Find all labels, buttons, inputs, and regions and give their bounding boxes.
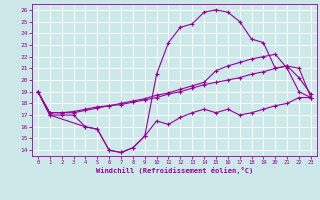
X-axis label: Windchill (Refroidissement éolien,°C): Windchill (Refroidissement éolien,°C) — [96, 167, 253, 174]
